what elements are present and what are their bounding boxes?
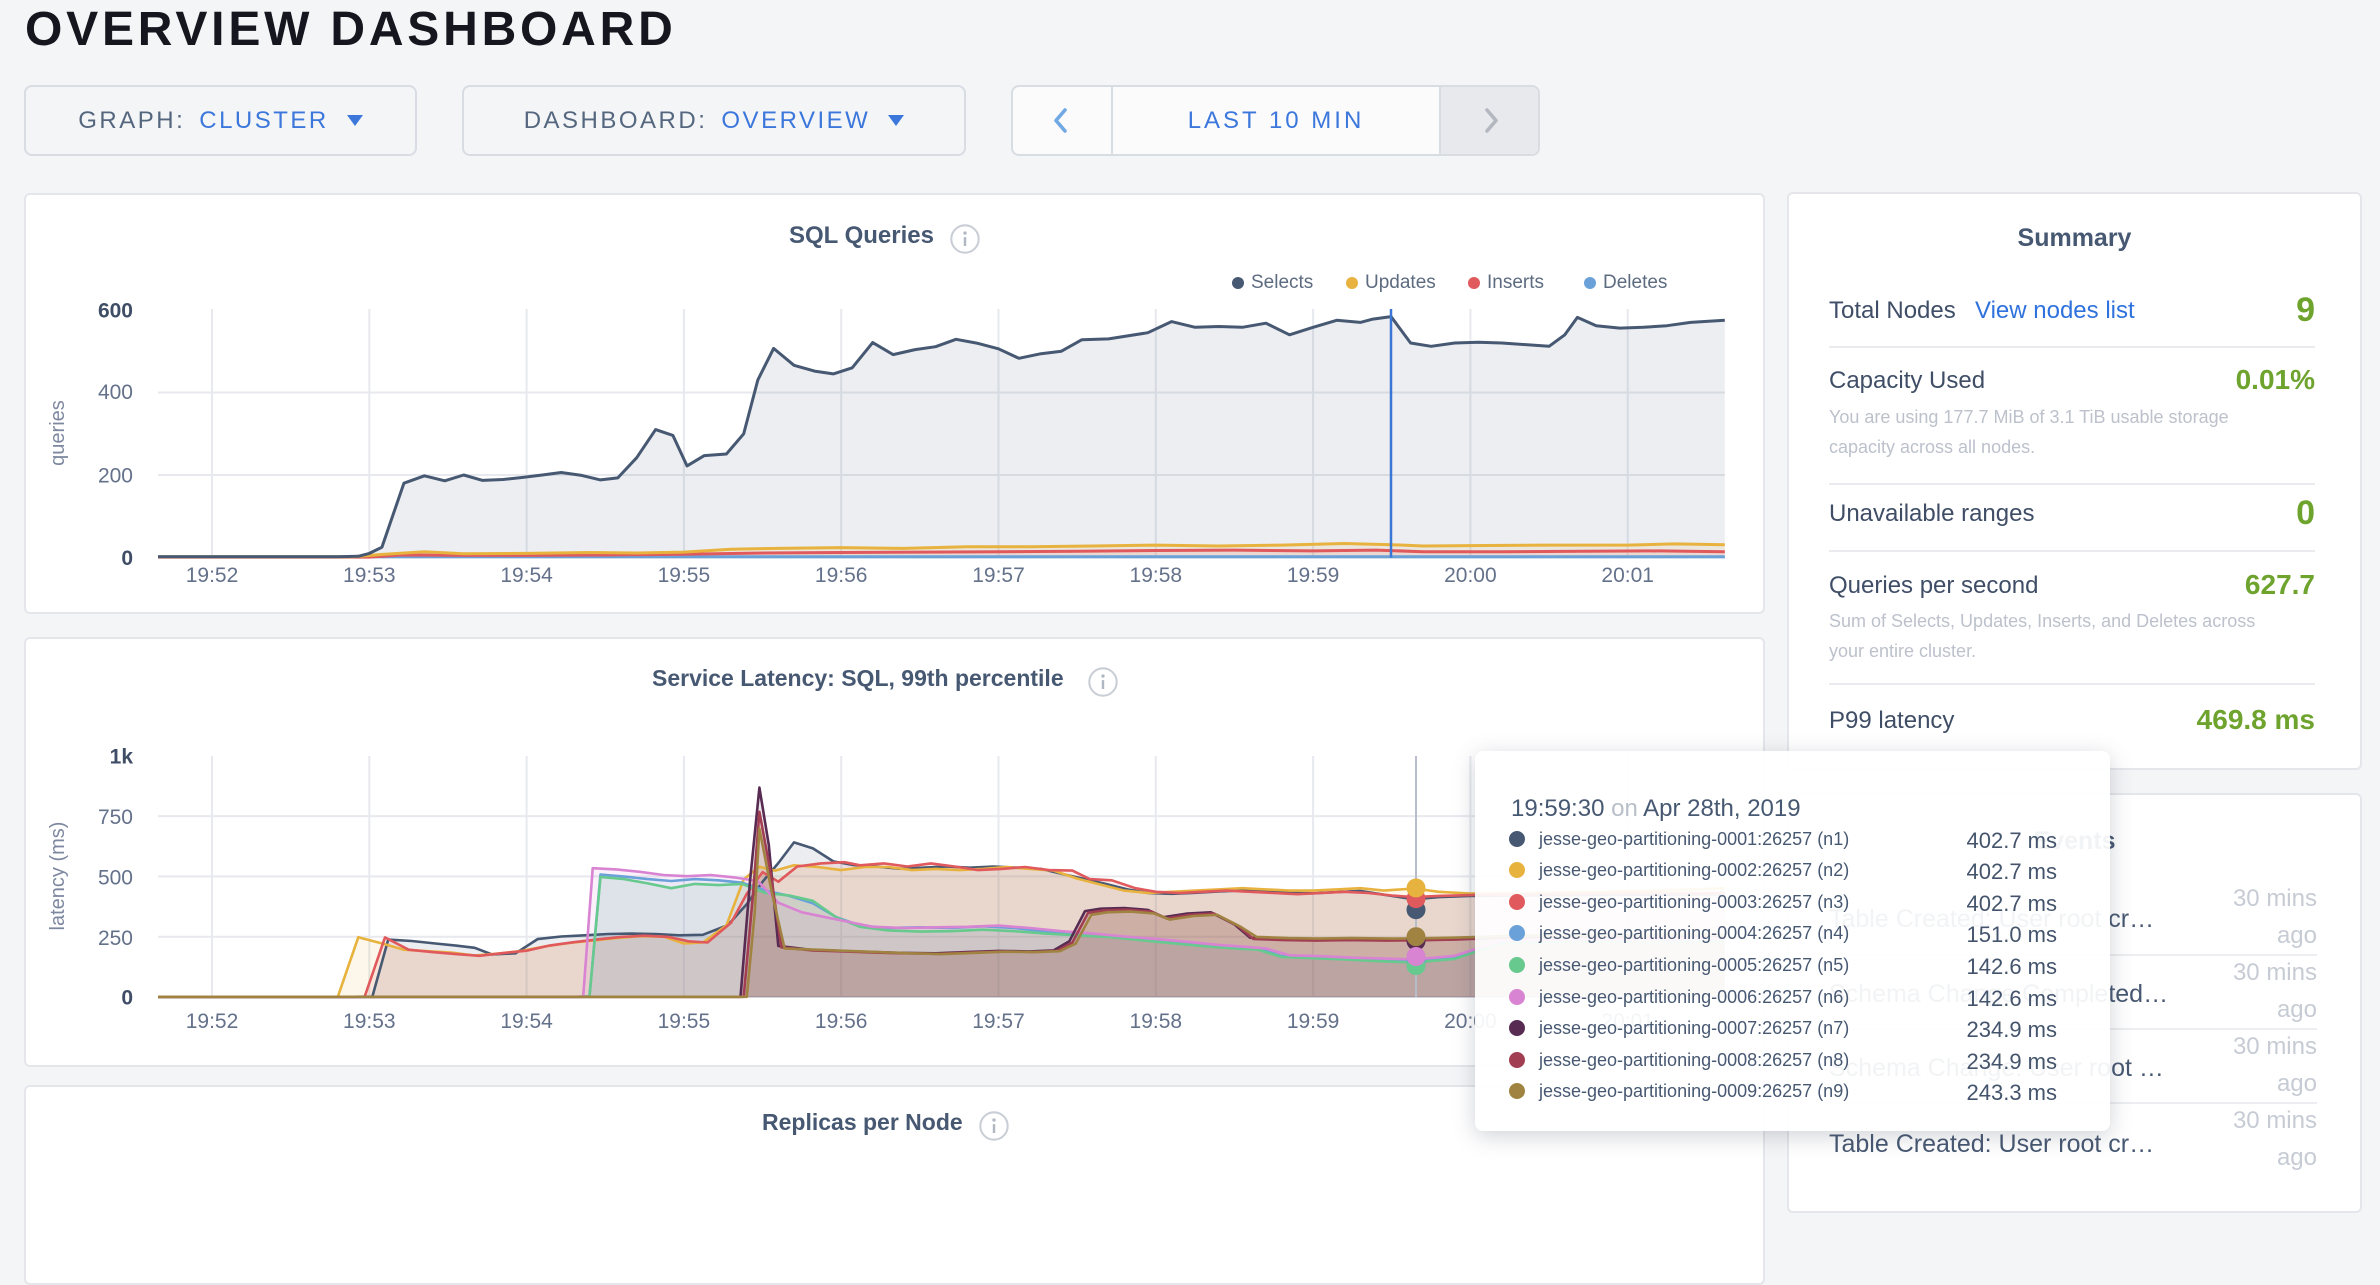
svg-text:1k: 1k <box>110 746 134 769</box>
svg-text:19:53: 19:53 <box>343 564 396 587</box>
svg-text:latency (ms): latency (ms) <box>47 822 69 931</box>
svg-text:19:55: 19:55 <box>658 1010 711 1033</box>
svg-text:19:56: 19:56 <box>815 1010 868 1033</box>
svg-text:19:56: 19:56 <box>815 564 868 587</box>
svg-text:19:53: 19:53 <box>343 1010 396 1033</box>
svg-text:600: 600 <box>98 300 133 323</box>
svg-text:19:55: 19:55 <box>658 564 711 587</box>
svg-text:19:59: 19:59 <box>1287 1010 1340 1033</box>
svg-text:20:00: 20:00 <box>1444 564 1497 587</box>
svg-text:queries: queries <box>47 400 69 466</box>
svg-text:0: 0 <box>121 547 133 570</box>
svg-text:400: 400 <box>98 381 133 404</box>
svg-text:19:57: 19:57 <box>972 1010 1025 1033</box>
svg-text:19:54: 19:54 <box>500 564 553 587</box>
svg-text:19:58: 19:58 <box>1130 564 1183 587</box>
svg-text:250: 250 <box>98 927 133 950</box>
svg-text:19:52: 19:52 <box>186 564 239 587</box>
svg-text:19:59: 19:59 <box>1287 564 1340 587</box>
svg-text:19:58: 19:58 <box>1130 1010 1183 1033</box>
svg-text:500: 500 <box>98 867 133 890</box>
svg-text:19:52: 19:52 <box>186 1010 239 1033</box>
svg-text:0: 0 <box>121 987 133 1010</box>
svg-text:20:01: 20:01 <box>1601 564 1654 587</box>
svg-text:750: 750 <box>98 806 133 829</box>
svg-text:19:54: 19:54 <box>500 1010 553 1033</box>
svg-text:200: 200 <box>98 465 133 488</box>
svg-text:19:57: 19:57 <box>972 564 1025 587</box>
